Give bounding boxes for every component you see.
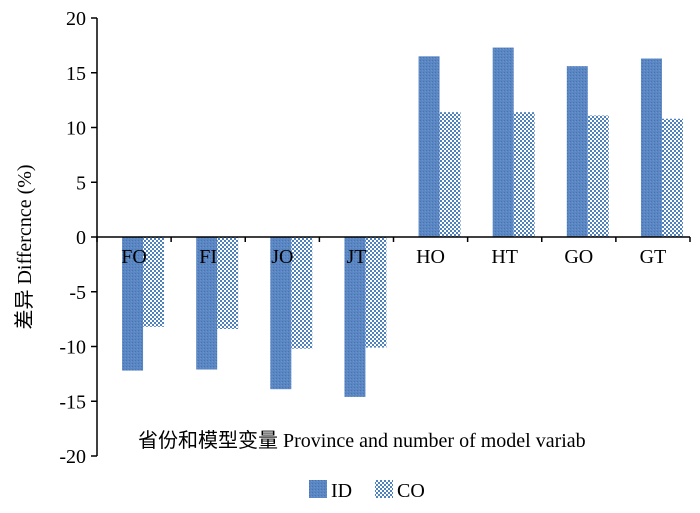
labels-layer: FO FI JO JT HO HT GO GT -20 -15 -10 -5 0 5 10 15 20	[59, 8, 666, 468]
legend: ID CO	[309, 480, 425, 502]
category-label-jo: JO	[271, 246, 293, 268]
category-label-jt: JT	[346, 246, 366, 268]
bar-co-jt	[365, 237, 387, 348]
bar-co-gt	[661, 118, 683, 237]
y-tick-label: 15	[66, 63, 86, 85]
bar-id-jo	[270, 237, 292, 390]
y-tick-label: -10	[59, 337, 86, 359]
y-tick-label: -5	[69, 282, 86, 304]
bar-id-ho	[418, 56, 440, 238]
bar-co-ho	[439, 112, 461, 237]
y-tick-label: -15	[59, 391, 86, 413]
y-tick-label: 5	[76, 172, 86, 194]
legend-label-id: ID	[331, 480, 352, 502]
bar-co-fi	[217, 237, 239, 329]
y-tick-label: 10	[66, 118, 86, 140]
bar-id-ht	[492, 47, 514, 238]
category-label-gt: GT	[640, 246, 667, 268]
bar-co-ht	[513, 112, 535, 237]
x-axis-title: 省份和模型变量 Province and number of model var…	[138, 429, 586, 452]
y-tick-label: -20	[59, 446, 86, 468]
category-label-fi: FI	[199, 246, 217, 268]
bar-id-go	[566, 66, 588, 238]
legend-label-co: CO	[397, 480, 425, 502]
bar-id-fo	[122, 237, 144, 371]
category-label-go: GO	[564, 246, 593, 268]
bar-co-fo	[143, 237, 165, 327]
category-label-fo: FO	[121, 246, 147, 268]
axis-layer	[91, 17, 691, 457]
bar-co-jo	[291, 237, 313, 349]
bars-layer	[122, 47, 683, 397]
category-label-ho: HO	[416, 246, 445, 268]
bar-id-jt	[344, 237, 366, 397]
bar-id-fi	[196, 237, 218, 370]
y-tick-label: 0	[76, 227, 86, 249]
bar-co-go	[587, 115, 609, 237]
y-axis-title: 差异 Differcnce (%)	[13, 164, 36, 329]
bar-id-gt	[640, 58, 662, 238]
legend-swatch-id	[309, 480, 327, 498]
legend-swatch-co	[375, 480, 393, 498]
category-label-ht: HT	[491, 246, 518, 268]
y-tick-label: 20	[66, 8, 86, 30]
